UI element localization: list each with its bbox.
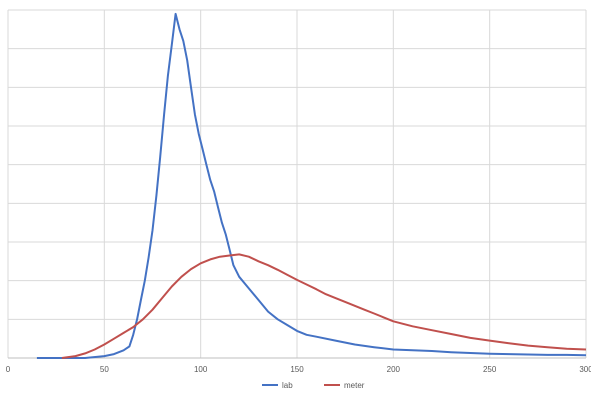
gridlines [7,9,587,358]
x-tick-label: 50 [100,365,109,374]
legend-label-lab: lab [282,381,293,390]
series-line-meter [61,253,587,359]
x-tick-label: 100 [194,365,208,374]
series-lines [36,12,587,359]
legend: lab meter [262,381,365,390]
x-tick-label: 250 [483,365,497,374]
x-axis: 0 50 100 150 200 250 300 [6,357,591,374]
series-line-lab [36,12,587,359]
x-tick-label: 200 [387,365,401,374]
x-tick-label: 300 [579,365,591,374]
x-tick-label: 0 [6,365,11,374]
legend-label-meter: meter [344,381,365,390]
x-tick-label: 150 [290,365,304,374]
